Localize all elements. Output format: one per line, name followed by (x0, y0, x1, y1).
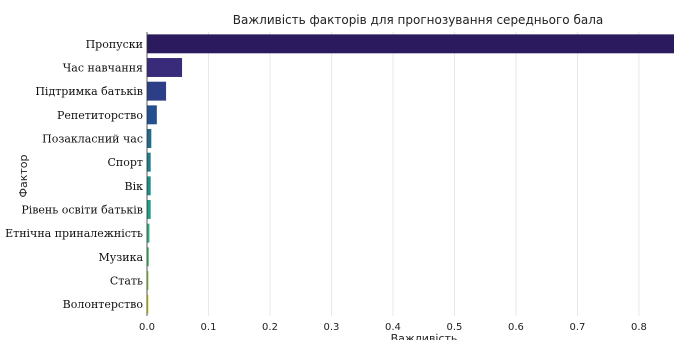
bar (147, 247, 149, 267)
bar (147, 176, 151, 196)
x-tick-labels: 0.0 0.1 0.2 0.3 0.4 0.5 0.6 0.7 0.8 (139, 322, 647, 333)
bar (147, 152, 151, 172)
category-label: Час навчання (63, 62, 143, 75)
x-tick-label: 0.6 (508, 322, 524, 333)
bar (147, 200, 151, 219)
y-axis-label: Фактор (17, 155, 30, 198)
x-tick-label: 0.0 (139, 322, 155, 333)
category-label: Волонтерство (63, 298, 144, 311)
category-label: Підтримка батьків (35, 85, 143, 98)
category-label: Етнічна приналежність (5, 227, 143, 240)
bar (147, 223, 150, 243)
x-tick-label: 0.5 (447, 322, 463, 333)
grid (146, 32, 640, 316)
bar (147, 81, 167, 101)
x-tick-label: 0.1 (201, 322, 217, 333)
bar (147, 58, 183, 77)
x-tick-label: 0.2 (262, 322, 278, 333)
x-tick-label: 0.4 (385, 322, 401, 333)
bars (147, 34, 675, 314)
category-label: Стать (110, 275, 143, 288)
x-tick-label: 0.8 (631, 322, 647, 333)
bar (147, 294, 149, 314)
bar (147, 129, 152, 148)
x-tick-label: 0.7 (570, 322, 586, 333)
category-label: Музика (99, 251, 144, 264)
bar (147, 105, 157, 125)
category-label: Позакласний час (42, 133, 143, 146)
bar (147, 34, 675, 54)
chart-title: Важливість факторів для прогнозування се… (233, 13, 603, 27)
category-label: Репетиторство (57, 109, 143, 122)
category-label: Пропуски (86, 38, 143, 51)
category-label: Спорт (108, 156, 144, 169)
x-tick-label: 0.3 (324, 322, 340, 333)
category-label: Вік (125, 180, 144, 193)
x-axis-label: Важливість (391, 332, 458, 340)
bar (147, 271, 149, 290)
category-label: Рівень освіти батьків (21, 204, 143, 217)
category-labels: Пропуски Час навчання Підтримка батьків Реп… (5, 38, 143, 311)
